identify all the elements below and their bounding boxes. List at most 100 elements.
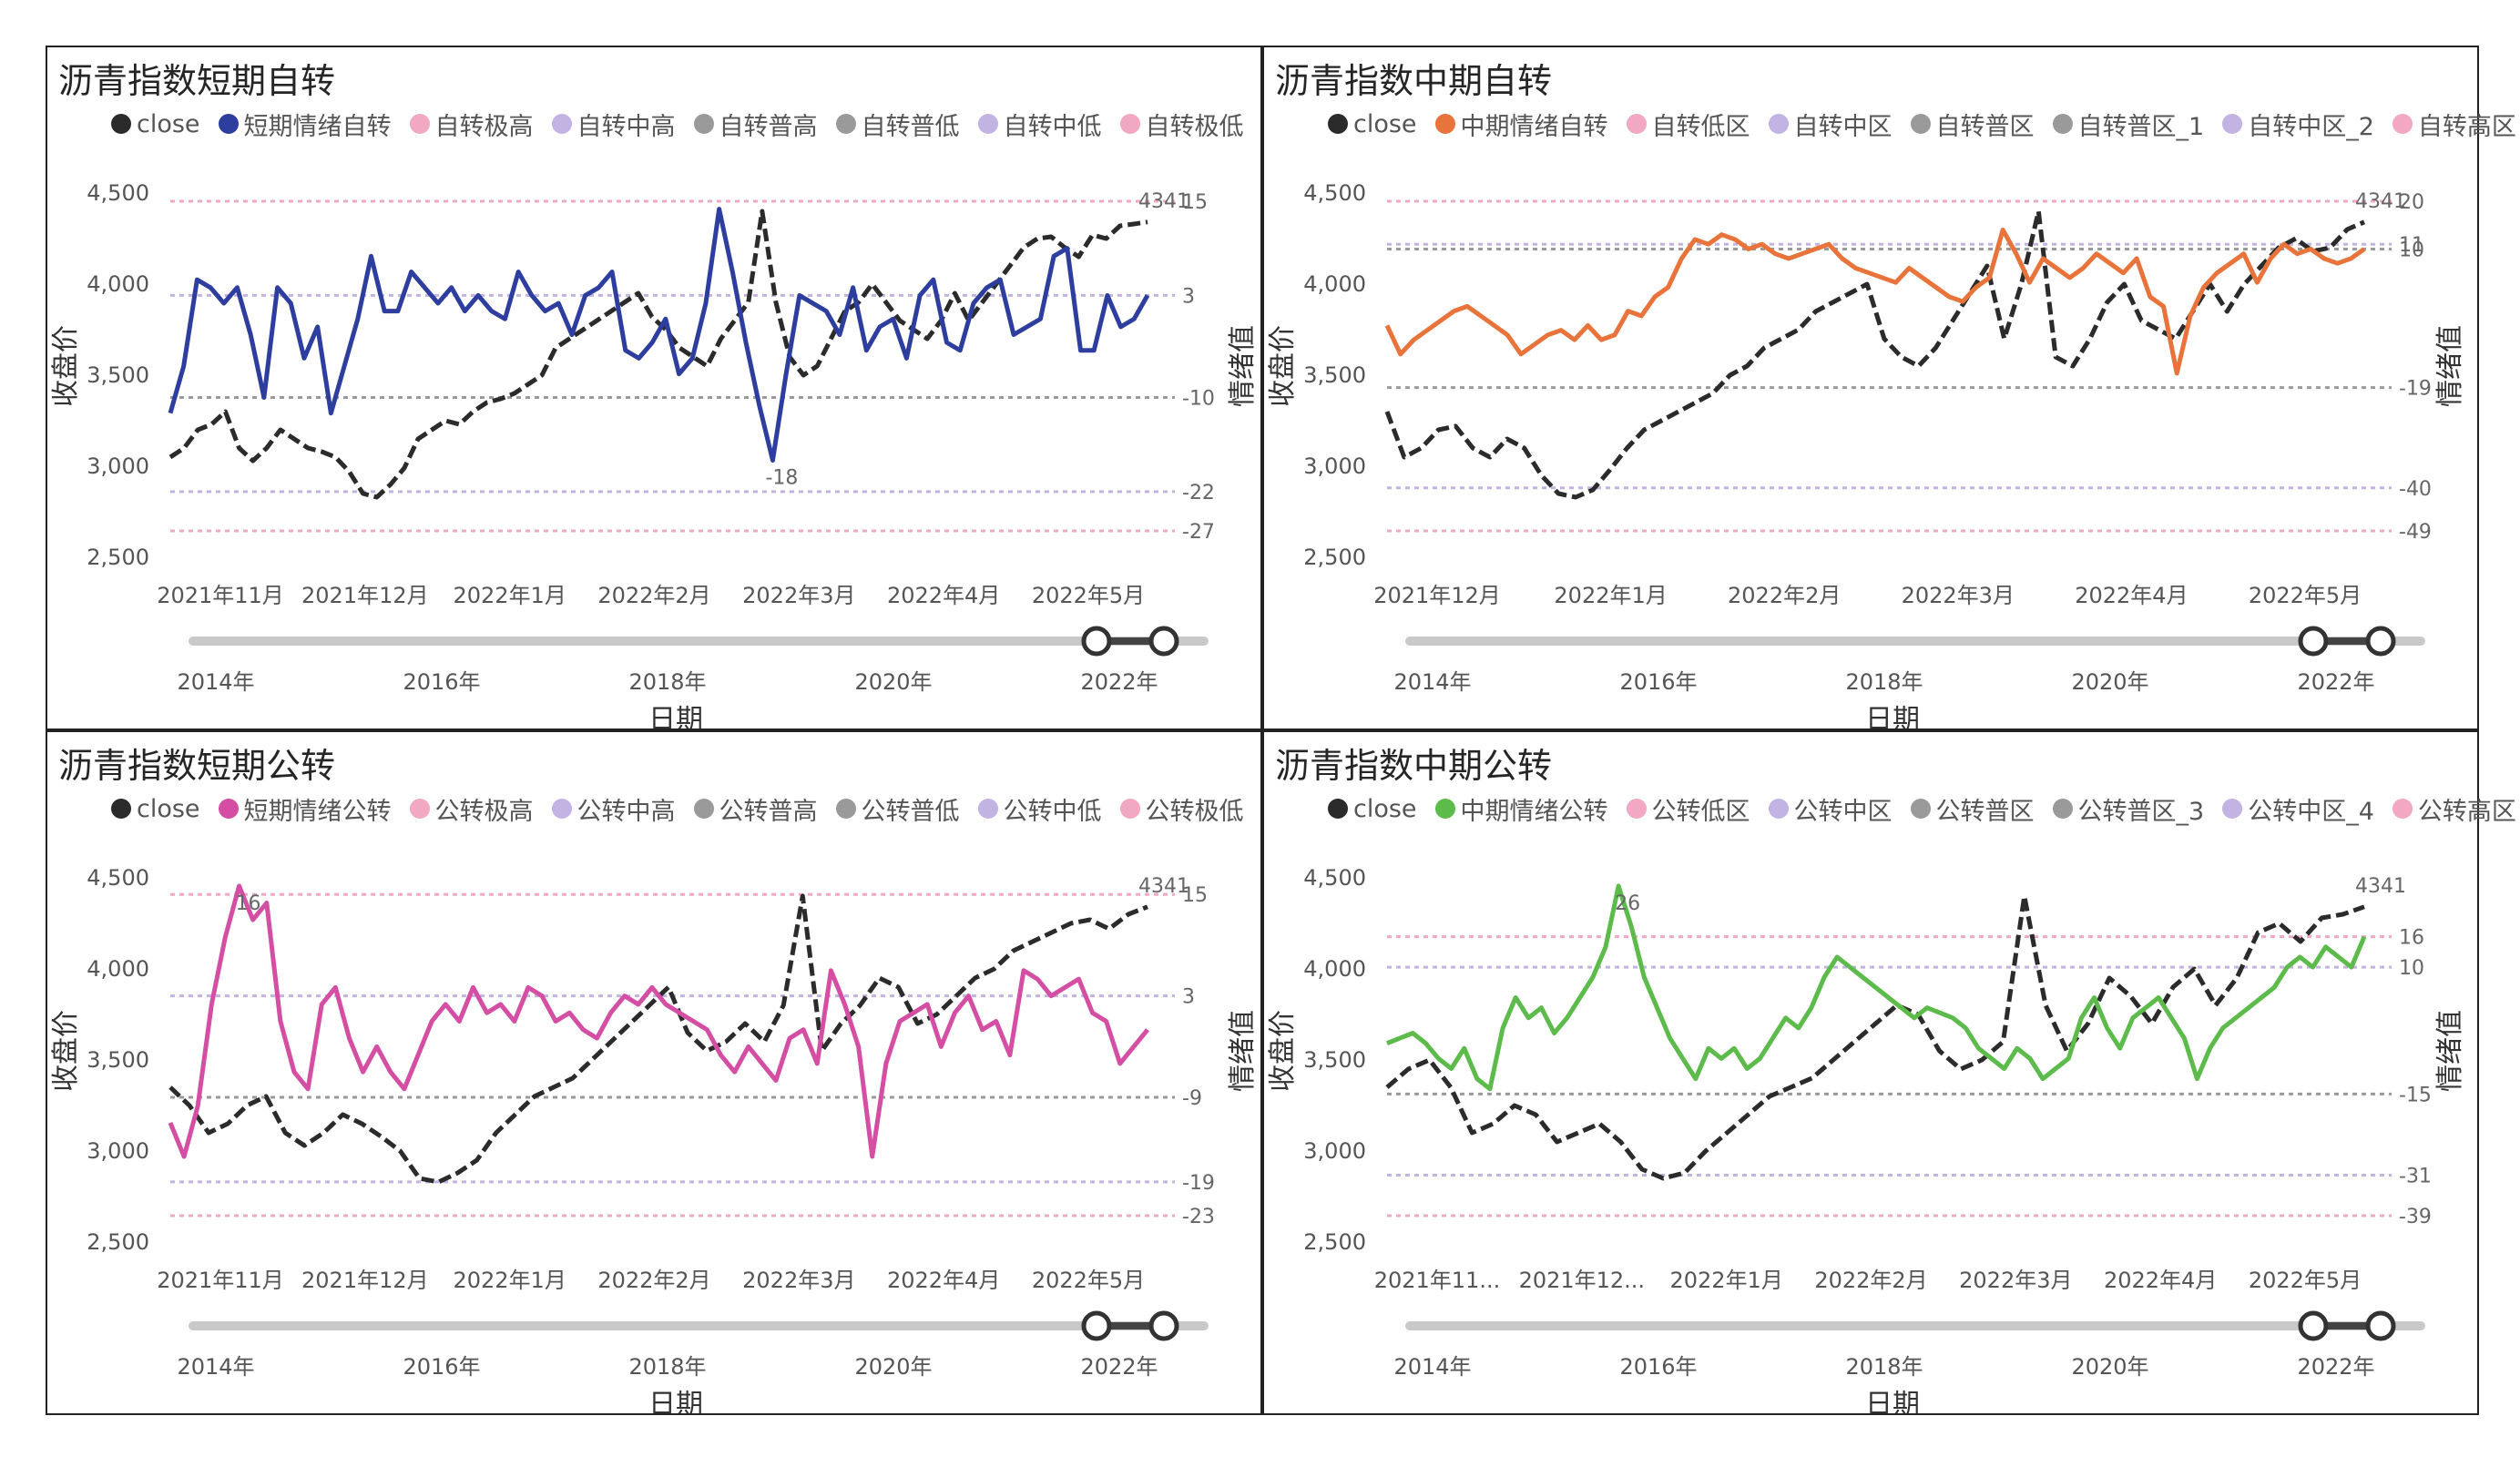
y-tick-label: 4,000: [87, 956, 149, 982]
slider-year-label: 2016年: [1619, 1354, 1697, 1380]
legend-item[interactable]: 中期情绪公转: [1434, 791, 1608, 827]
sentiment-series-line: [168, 883, 1149, 1159]
legend-item[interactable]: 公转中区: [1768, 791, 1893, 827]
x-tick-label: 2022年3月: [742, 583, 855, 608]
legend-item[interactable]: 公转中高: [551, 791, 676, 827]
slider-year-label: 2022年: [1080, 1354, 1158, 1380]
legend-label: 自转极低: [1145, 112, 1244, 141]
legend-item[interactable]: 短期情绪自转: [218, 107, 392, 142]
slider-year-label: 2022年: [1080, 669, 1158, 695]
x-axis-title: 日期: [1865, 704, 1920, 728]
legend-item[interactable]: close: [111, 110, 200, 138]
legend-item[interactable]: 公转普区_3: [2052, 791, 2204, 827]
legend-item[interactable]: 自转普高: [693, 107, 818, 142]
legend-item[interactable]: close: [111, 795, 200, 823]
range-slider-end-handle[interactable]: [2365, 1310, 2396, 1341]
band-label: -10: [1182, 387, 1215, 410]
legend-dot-icon: [2052, 799, 2073, 819]
legend-dot-icon: [1328, 114, 1348, 134]
legend-item[interactable]: 短期情绪公转: [218, 791, 392, 827]
close-series-line: [1385, 893, 2365, 1181]
slider-year-label: 2014年: [177, 1354, 254, 1380]
y-tick-label: 2,500: [87, 1229, 149, 1255]
sentiment-series-line: [1384, 227, 2366, 376]
close-series-line: [168, 893, 1148, 1185]
legend-item[interactable]: 自转高区: [2392, 107, 2516, 142]
y-axis-right-title: 情绪值: [1227, 325, 1259, 407]
x-tick-label: 2022年2月: [1728, 583, 1841, 608]
x-tick-label: 2022年4月: [887, 1268, 1000, 1293]
legend-item[interactable]: 公转普低: [835, 791, 960, 827]
range-slider-end-handle[interactable]: [1148, 1310, 1179, 1341]
point-label: -18: [765, 466, 798, 489]
legend-item[interactable]: 公转普区: [1910, 791, 2035, 827]
band-label: 3: [1182, 986, 1195, 1009]
legend-label: 公转中高: [576, 797, 676, 826]
chart-svg: 4,500 4,000 3,500 3,000 2,500 收盘价 情绪值 15 3 -10 -22…: [50, 180, 1259, 728]
legend-dot-icon: [1328, 799, 1348, 819]
legend-item[interactable]: 公转高区: [2392, 791, 2516, 827]
legend-item[interactable]: 自转普低: [835, 107, 960, 142]
legend-item[interactable]: 自转中区: [1768, 107, 1893, 142]
legend-item[interactable]: 自转极高: [409, 107, 534, 142]
range-slider-end-handle[interactable]: [2365, 626, 2396, 657]
legend-item[interactable]: 自转普区_1: [2052, 107, 2204, 142]
y-tick-label: 3,500: [87, 362, 149, 388]
band-label: 16: [2399, 927, 2424, 950]
legend-item[interactable]: 自转极低: [1119, 107, 1244, 142]
legend-item[interactable]: 自转普区: [1910, 107, 2035, 142]
legend-label: close: [137, 794, 200, 823]
y-tick-label: 2,500: [87, 545, 149, 570]
range-slider-start-handle[interactable]: [1081, 626, 1112, 657]
close-last-label: 4341: [1138, 190, 1189, 213]
legend-item[interactable]: 自转中区_2: [2222, 107, 2374, 142]
legend-item[interactable]: 自转低区: [1626, 107, 1750, 142]
y-axis-right-title: 情绪值: [2434, 1010, 2466, 1092]
slider-year-label: 2016年: [1619, 669, 1697, 695]
legend-item[interactable]: 公转极低: [1119, 791, 1244, 827]
panel-title: 沥青指数短期自转: [58, 61, 336, 101]
legend-dot-icon: [1910, 114, 1931, 134]
band-label: -19: [1182, 1172, 1215, 1195]
range-slider-start-handle[interactable]: [2298, 1310, 2329, 1341]
legend-item[interactable]: 公转中区_4: [2222, 791, 2374, 827]
legend-item[interactable]: 公转极高: [409, 791, 534, 827]
band-label: -15: [2399, 1084, 2432, 1106]
legend-dot-icon: [2222, 799, 2243, 819]
legend-item[interactable]: 公转低区: [1626, 791, 1750, 827]
y-tick-label: 4,000: [87, 271, 149, 297]
legend-item[interactable]: 自转中低: [977, 107, 1102, 142]
range-slider-end-handle[interactable]: [1148, 626, 1179, 657]
range-slider-start-handle[interactable]: [1081, 1310, 1112, 1341]
legend-dot-icon: [1910, 799, 1931, 819]
legend-dot-icon: [2392, 114, 2413, 134]
legend-label: 公转低区: [1651, 797, 1750, 826]
x-tick-label: 2022年2月: [597, 1268, 710, 1293]
legend-item[interactable]: 自转中高: [551, 107, 676, 142]
legend-item[interactable]: 公转普高: [693, 791, 818, 827]
y-tick-label: 3,500: [1303, 1047, 1366, 1073]
y-tick-label: 4,500: [1303, 180, 1366, 206]
panel-title: 沥青指数中期公转: [1275, 746, 1553, 786]
x-tick-label: 2021年12月: [301, 1268, 429, 1293]
legend-dot-icon: [1434, 799, 1455, 819]
legend-label: 自转中高: [576, 112, 676, 141]
legend-item[interactable]: close: [1328, 795, 1417, 823]
x-tick-label: 2022年3月: [1902, 583, 2015, 608]
y-axis-title: 收盘价: [50, 1010, 82, 1092]
legend-dot-icon: [218, 114, 239, 134]
point-label: 16: [236, 892, 261, 915]
legend-dot-icon: [1434, 114, 1455, 134]
y-axis-right-title: 情绪值: [2434, 325, 2466, 407]
slider-year-label: 2018年: [628, 1354, 706, 1380]
band-label: -22: [1182, 482, 1215, 504]
legend-item[interactable]: 公转中低: [977, 791, 1102, 827]
close-last-label: 4341: [1138, 875, 1189, 898]
legend-item[interactable]: 中期情绪自转: [1434, 107, 1608, 142]
close-series-line: [1384, 209, 2365, 500]
legend-dot-icon: [409, 799, 430, 819]
x-axis-title: 日期: [648, 1389, 703, 1413]
x-tick-label: 2021年11月: [157, 583, 284, 608]
range-slider-start-handle[interactable]: [2298, 626, 2329, 657]
legend-item[interactable]: close: [1328, 110, 1417, 138]
